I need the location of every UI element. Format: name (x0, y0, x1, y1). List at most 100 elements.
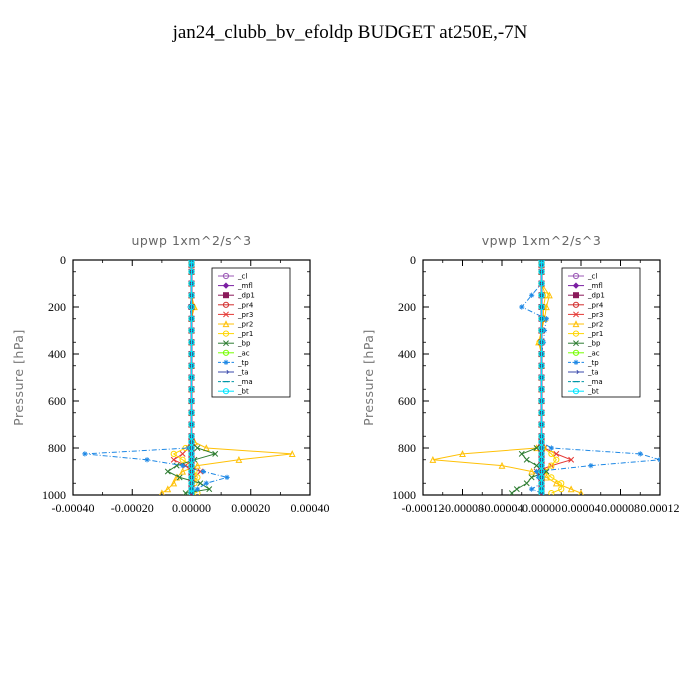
series-point-bp (206, 486, 213, 493)
series-point-pr1 (179, 456, 186, 463)
series-point-pr2 (159, 489, 165, 495)
x-tick-label: 0.00040 (291, 501, 330, 515)
series-point-bt (188, 280, 195, 287)
legend-label-mfl: _mfl (237, 282, 253, 290)
series-point-pr2 (567, 485, 575, 493)
y-axis-label: Pressure [hPa] (361, 329, 376, 426)
y-tick-label: 0 (60, 253, 66, 267)
series-group (429, 260, 660, 495)
y-tick-label: 200 (398, 300, 416, 314)
series-point-pr1 (558, 480, 565, 487)
series-point-bt (538, 315, 545, 322)
series-point-bt (538, 327, 545, 334)
series-point-bt (538, 474, 545, 481)
y-tick-label: 1000 (392, 488, 416, 502)
series-point-bt (538, 303, 545, 311)
series-point-bt (188, 303, 195, 311)
series-point-bt (538, 450, 545, 457)
x-tick-label: 0.00012 (641, 501, 680, 515)
series-point-bt (188, 474, 195, 481)
page-title: jan24_clubb_bv_efoldp BUDGET at250E,-7N (172, 22, 528, 43)
legend-box (211, 267, 291, 398)
legend-label-ac: _ac (587, 349, 600, 357)
legend: _cl_mfl_dp1_pr4_pr3_pr2_pr1_bp_ac_tp_ta_… (211, 267, 291, 398)
x-tick-label: 0.00020 (231, 501, 270, 515)
x-tick-label: -0.00008 (441, 501, 484, 515)
y-tick-label: 400 (48, 347, 66, 361)
legend-label-pr4: _pr4 (587, 301, 604, 309)
series-point-tp (548, 445, 554, 451)
legend-marker-pr2 (572, 320, 580, 328)
series-point-bp (176, 474, 183, 481)
series-point-tp (529, 486, 535, 492)
series-point-bp (523, 480, 530, 487)
legend-box (561, 267, 641, 398)
legend-label-tp: _tp (237, 359, 249, 367)
y-tick-label: 800 (398, 441, 416, 455)
series-point-pr2 (179, 467, 187, 475)
legend-marker-mfl (222, 282, 230, 289)
series-point-bt (188, 339, 195, 346)
series-point-bt (188, 444, 195, 452)
x-tick-label: -0.00012 (402, 501, 445, 515)
series-point-bt (188, 433, 195, 440)
legend-label-ta: _ta (237, 369, 249, 377)
series-point-pr2 (578, 489, 584, 495)
series-point-pr1 (558, 486, 565, 493)
series-point-tp (637, 451, 643, 457)
legend-label-cl: _cl (587, 273, 597, 281)
series-point-bt (538, 421, 545, 428)
series-point-pr1 (553, 456, 560, 463)
x-tick-label: 0.00000 (172, 501, 211, 515)
series-point-bp (523, 456, 530, 463)
series-point-bt (538, 386, 545, 393)
series-point-bt (188, 480, 195, 487)
y-tick-label: 600 (48, 394, 66, 408)
series-point-bt (538, 350, 545, 358)
series-point-tp (82, 451, 88, 457)
legend-marker-mfl (572, 282, 580, 289)
chart-panel-2: vpwp 1xm^2/s^3 Pressure [hPa] 0 200 400 600 80… (361, 233, 680, 515)
series-line-tp (84, 260, 230, 494)
legend-label-pr4: _pr4 (237, 301, 254, 309)
legend-label-pr3: _pr3 (237, 311, 253, 319)
series-point-pr2 (164, 485, 172, 493)
series-point-tp (200, 468, 206, 475)
series-point-bt (538, 456, 545, 463)
series-point-bt (188, 462, 195, 469)
series-point-bt (188, 292, 195, 299)
series-group (82, 260, 296, 495)
series-point-tp (543, 316, 550, 322)
series-point-bt (188, 327, 195, 334)
legend-label-bp: _bp (237, 340, 251, 348)
series-point-bt (538, 444, 545, 452)
series-point-bt (538, 374, 545, 381)
legend-label-ta: _ta (587, 369, 599, 377)
legend-marker-pr1 (222, 330, 230, 337)
series-point-bp (513, 486, 520, 493)
series-point-bt (188, 362, 195, 369)
legend-marker-ac (222, 349, 230, 356)
series-point-pr2 (429, 456, 437, 463)
series-point-pr1 (194, 474, 201, 481)
series-point-tp (588, 463, 594, 469)
legend-label-pr2: _pr2 (237, 321, 253, 329)
legend-marker-bp (223, 340, 229, 347)
series-point-tp (203, 480, 209, 486)
series-point-bt (188, 450, 195, 457)
series-point-bt (188, 386, 195, 393)
legend-label-pr1: _pr1 (587, 330, 603, 338)
series-point-bp (164, 468, 171, 475)
series-point-bp (212, 450, 219, 457)
series-point-pr2 (170, 479, 178, 487)
series-point-pr2 (194, 461, 201, 469)
series-point-tp (533, 468, 540, 475)
x-tick-label: -0.00004 (481, 501, 524, 515)
series-point-bp (508, 490, 515, 495)
series-point-pr3 (170, 456, 177, 463)
series-point-pr2 (528, 467, 536, 475)
y-tick-label: 600 (398, 394, 416, 408)
legend-marker-ac (572, 349, 580, 356)
legend-marker-bp (573, 340, 579, 347)
legend-label-mfl: _mfl (587, 282, 603, 290)
